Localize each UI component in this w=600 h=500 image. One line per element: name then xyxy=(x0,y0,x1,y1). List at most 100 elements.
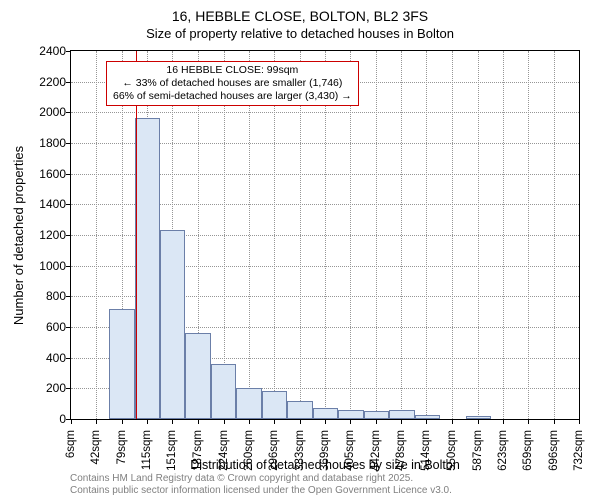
x-tick xyxy=(249,419,250,424)
grid-line-v xyxy=(376,51,377,419)
x-tick xyxy=(426,419,427,424)
y-tick-label: 2200 xyxy=(26,75,66,89)
y-tick xyxy=(66,388,71,389)
x-tick-label: 42sqm xyxy=(90,430,102,480)
x-tick xyxy=(503,419,504,424)
grid-line-v xyxy=(554,51,555,419)
x-tick xyxy=(122,419,123,424)
grid-line-v xyxy=(478,51,479,419)
x-tick-label: 623sqm xyxy=(497,430,509,480)
x-tick-label: 659sqm xyxy=(522,430,534,480)
annotation-box: 16 HEBBLE CLOSE: 99sqm← 33% of detached … xyxy=(106,61,359,106)
y-tick-label: 1200 xyxy=(26,228,66,242)
y-tick xyxy=(66,358,71,359)
x-tick xyxy=(325,419,326,424)
grid-line-v xyxy=(96,51,97,419)
y-tick-label: 400 xyxy=(26,351,66,365)
plot-area: 16 HEBBLE CLOSE: 99sqm← 33% of detached … xyxy=(70,50,580,420)
histogram-bar xyxy=(211,364,236,419)
y-tick xyxy=(66,296,71,297)
x-tick xyxy=(579,419,580,424)
grid-line-v xyxy=(503,51,504,419)
histogram-bar xyxy=(236,388,261,419)
y-axis-label-text: Number of detached properties xyxy=(12,145,27,324)
histogram-bar xyxy=(364,411,389,419)
x-tick xyxy=(172,419,173,424)
x-tick-label: 514sqm xyxy=(420,430,432,480)
histogram-bar xyxy=(135,118,160,419)
x-tick-label: 151sqm xyxy=(166,430,178,480)
y-tick-label: 1000 xyxy=(26,259,66,273)
x-tick-label: 296sqm xyxy=(268,430,280,480)
x-tick-label: 587sqm xyxy=(472,430,484,480)
chart-title-sub: Size of property relative to detached ho… xyxy=(0,26,600,41)
histogram-bar xyxy=(109,309,134,419)
x-tick-label: 187sqm xyxy=(192,430,204,480)
y-tick-label: 200 xyxy=(26,381,66,395)
x-tick-label: 369sqm xyxy=(319,430,331,480)
y-tick xyxy=(66,51,71,52)
anno-line-2: ← 33% of detached houses are smaller (1,… xyxy=(113,77,352,90)
x-tick xyxy=(452,419,453,424)
grid-line-v xyxy=(452,51,453,419)
x-tick xyxy=(528,419,529,424)
histogram-bar xyxy=(262,391,287,419)
y-tick xyxy=(66,174,71,175)
x-tick-label: 6sqm xyxy=(65,430,77,480)
x-tick-label: 405sqm xyxy=(344,430,356,480)
chart-title-main: 16, HEBBLE CLOSE, BOLTON, BL2 3FS xyxy=(0,8,600,24)
grid-line-v xyxy=(528,51,529,419)
y-tick xyxy=(66,327,71,328)
histogram-bar xyxy=(287,401,312,419)
x-tick-label: 224sqm xyxy=(218,430,230,480)
x-tick-label: 333sqm xyxy=(294,430,306,480)
y-tick-label: 1600 xyxy=(26,167,66,181)
y-tick-label: 600 xyxy=(26,320,66,334)
x-tick xyxy=(224,419,225,424)
histogram-bar xyxy=(185,333,210,419)
x-tick-label: 79sqm xyxy=(116,430,128,480)
chart-container: 16, HEBBLE CLOSE, BOLTON, BL2 3FS Size o… xyxy=(0,0,600,500)
x-tick-label: 478sqm xyxy=(395,430,407,480)
x-tick xyxy=(147,419,148,424)
histogram-bar xyxy=(415,415,440,419)
anno-line-3: 66% of semi-detached houses are larger (… xyxy=(113,90,352,103)
histogram-bar xyxy=(338,410,363,420)
x-tick xyxy=(274,419,275,424)
x-tick xyxy=(198,419,199,424)
y-tick-label: 2400 xyxy=(26,44,66,58)
grid-line-v xyxy=(426,51,427,419)
footnote-line-2: Contains public sector information licen… xyxy=(70,485,452,497)
x-tick xyxy=(401,419,402,424)
x-tick xyxy=(71,419,72,424)
x-tick-label: 260sqm xyxy=(243,430,255,480)
x-tick-label: 442sqm xyxy=(370,430,382,480)
y-tick-label: 1800 xyxy=(26,136,66,150)
grid-line-v xyxy=(401,51,402,419)
y-axis-label: Number of detached properties xyxy=(12,50,26,420)
y-tick-label: 800 xyxy=(26,289,66,303)
anno-line-1: 16 HEBBLE CLOSE: 99sqm xyxy=(113,64,352,77)
y-tick-label: 0 xyxy=(26,412,66,426)
x-tick xyxy=(478,419,479,424)
histogram-bar xyxy=(466,416,491,419)
x-tick xyxy=(350,419,351,424)
histogram-bar xyxy=(160,230,185,419)
y-tick xyxy=(66,82,71,83)
histogram-bar xyxy=(313,408,338,419)
y-tick-label: 1400 xyxy=(26,197,66,211)
y-tick xyxy=(66,112,71,113)
y-tick-label: 2000 xyxy=(26,105,66,119)
y-tick xyxy=(66,235,71,236)
x-tick xyxy=(96,419,97,424)
y-tick xyxy=(66,143,71,144)
y-tick xyxy=(66,266,71,267)
y-tick xyxy=(66,204,71,205)
x-tick-label: 696sqm xyxy=(548,430,560,480)
histogram-bar xyxy=(389,410,414,420)
x-tick-label: 732sqm xyxy=(573,430,585,480)
x-tick-label: 115sqm xyxy=(141,430,153,480)
x-tick xyxy=(300,419,301,424)
x-tick xyxy=(376,419,377,424)
x-tick-label: 550sqm xyxy=(446,430,458,480)
